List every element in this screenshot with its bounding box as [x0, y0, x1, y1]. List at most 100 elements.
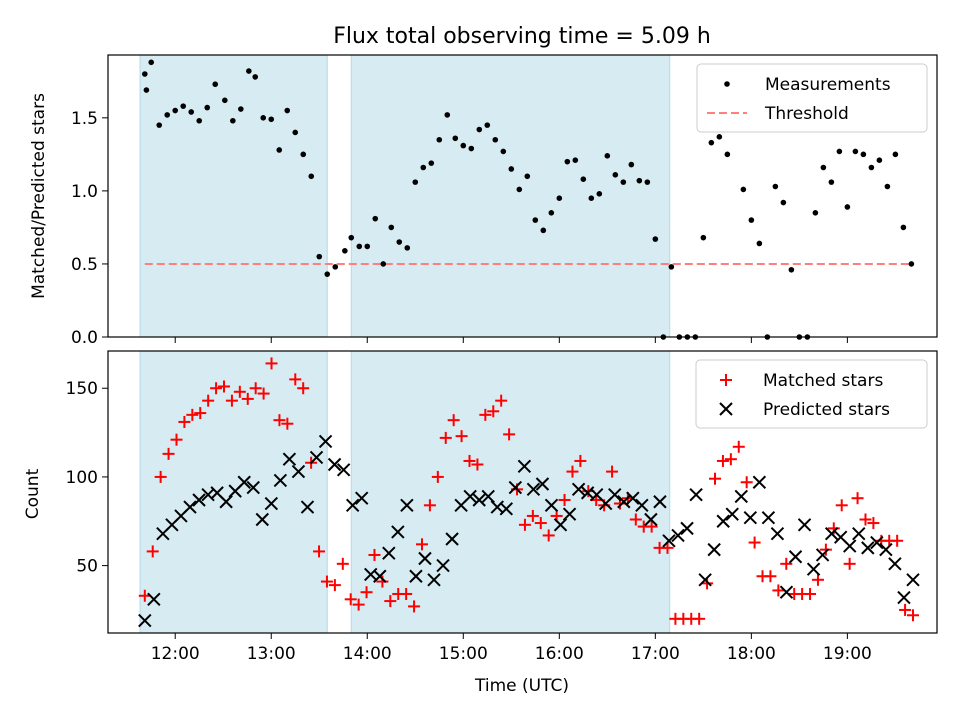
- measurement-point: [772, 183, 779, 190]
- measurement-point: [222, 97, 228, 104]
- matched-star-point: [463, 454, 476, 467]
- measurement-point: [148, 59, 155, 66]
- predicted-legend-marker: [719, 402, 733, 416]
- predicted-star-point: [815, 548, 830, 562]
- predicted-star-point: [336, 463, 351, 477]
- matched-star-point: [471, 458, 484, 471]
- measurement-point: [516, 186, 523, 193]
- predicted-star-point: [309, 450, 324, 465]
- matched-star-points: [138, 357, 919, 625]
- predicted-star-point: [246, 480, 260, 495]
- predicted-star-point: [318, 434, 333, 449]
- predicted-star-point: [562, 507, 577, 521]
- measurement-point: [412, 179, 419, 185]
- y-tick-label: 100: [66, 468, 98, 488]
- matched-star-point: [899, 603, 912, 616]
- measurement-point: [284, 107, 291, 114]
- matched-star-point: [780, 557, 793, 570]
- predicted-star-point: [499, 502, 514, 516]
- predicted-star-point: [300, 500, 315, 514]
- matched-star-point: [194, 407, 207, 420]
- x-tick-label: 15:00: [439, 644, 488, 664]
- measurement-point: [444, 112, 451, 118]
- y-tick-label: 150: [66, 379, 98, 399]
- predicted-star-point: [273, 473, 288, 488]
- measurements-legend-label: Measurements: [765, 75, 891, 95]
- predicted-star-point: [508, 480, 523, 495]
- measurement-point: [452, 135, 459, 142]
- bottom-y-ticks: 50 100 150: [66, 379, 108, 577]
- matched-star-point: [455, 430, 468, 443]
- measurement-point: [844, 204, 851, 210]
- x-tick-label: 12:00: [151, 644, 200, 664]
- matched-star-point: [574, 454, 587, 467]
- threshold-legend-label: Threshold: [764, 104, 849, 124]
- measurement-point: [332, 264, 339, 270]
- predicted-star-point: [779, 585, 794, 599]
- x-tick-label: 17:00: [631, 644, 680, 664]
- matched-star-point: [423, 499, 436, 512]
- matched-star-point: [257, 387, 270, 400]
- top-y-axis-label: Matched/Predicted stars: [29, 93, 49, 299]
- matched-star-point: [701, 577, 714, 590]
- matched-star-point: [645, 520, 658, 533]
- measurement-point: [180, 103, 187, 109]
- measurement-point: [716, 134, 723, 140]
- measurement-point: [540, 227, 547, 234]
- matched-star-point: [661, 541, 674, 554]
- x-tick-label: 14:00: [343, 644, 392, 664]
- measurement-point: [476, 126, 483, 133]
- predicted-star-point: [255, 512, 270, 527]
- matched-star-point: [210, 382, 223, 395]
- predicted-star-point: [870, 535, 884, 550]
- predicted-star-point: [662, 534, 676, 548]
- measurement-point: [292, 129, 299, 136]
- predicted-star-point: [824, 526, 839, 541]
- matched-legend-label: Matched stars: [763, 371, 883, 391]
- predicted-star-point: [608, 487, 622, 502]
- measurement-point: [812, 210, 819, 216]
- measurement-point: [460, 142, 467, 149]
- matched-star-point: [542, 529, 555, 542]
- predicted-star-point: [843, 539, 857, 553]
- matched-star-point: [186, 408, 199, 421]
- measurement-point: [596, 191, 603, 197]
- measurement-point: [524, 173, 531, 180]
- matched-star-point: [534, 517, 547, 530]
- measurement-point: [196, 117, 203, 124]
- measurement-point: [268, 116, 275, 123]
- x-tick-label: 18:00: [727, 644, 776, 664]
- measurement-point: [436, 136, 443, 143]
- measurement-point: [700, 234, 707, 241]
- measurement-point: [276, 147, 283, 153]
- bottom-legend-frame: [695, 359, 928, 429]
- matched-star-point: [558, 493, 571, 506]
- matched-star-point: [819, 543, 832, 556]
- measurement-point: [143, 87, 150, 93]
- matched-star-point: [178, 415, 191, 428]
- matched-star-point: [313, 545, 326, 558]
- matched-star-point: [439, 431, 452, 444]
- measurement-point: [492, 136, 499, 143]
- predicted-star-point: [264, 496, 279, 511]
- matched-star-point: [724, 453, 737, 466]
- x-tick-label: 13:00: [247, 644, 296, 664]
- measurement-point: [852, 148, 859, 155]
- predicted-star-point: [138, 613, 152, 628]
- measurement-point: [604, 153, 611, 159]
- matched-star-point: [764, 570, 777, 583]
- predicted-star-point: [147, 592, 161, 607]
- measurement-point: [420, 164, 427, 171]
- predicted-star-point: [644, 512, 658, 527]
- measurement-point: [876, 157, 883, 164]
- predicted-star-point: [897, 590, 911, 605]
- bottom-legend: Matched stars Predicted stars: [695, 359, 928, 429]
- predicted-star-point: [183, 500, 197, 514]
- matched-star-point: [716, 454, 729, 467]
- measurement-point: [828, 179, 835, 185]
- matched-star-point: [835, 499, 848, 512]
- matched-star-point: [867, 517, 880, 530]
- predicted-star-point: [535, 477, 550, 491]
- measurement-point: [484, 122, 491, 128]
- predicted-star-point: [671, 528, 685, 543]
